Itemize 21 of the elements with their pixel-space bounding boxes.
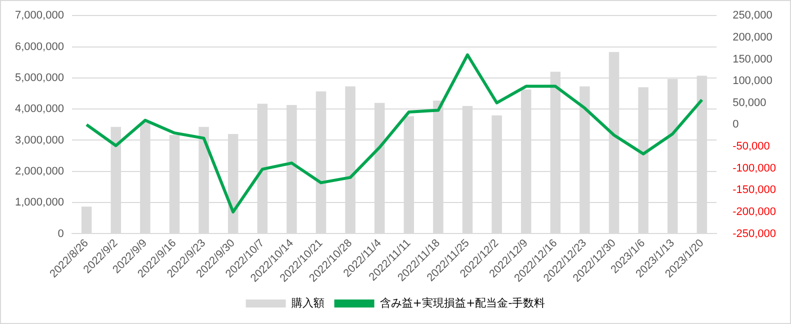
y2-tick-label: -250,000 <box>732 228 776 240</box>
y-tick-label: 3,000,000 <box>15 134 64 146</box>
y2-tick-label: 200,000 <box>732 31 772 44</box>
y-tick-label: 6,000,000 <box>15 40 64 53</box>
y-tick-label: 2,000,000 <box>15 165 64 178</box>
y2-tick-label: 150,000 <box>732 53 772 66</box>
y-tick-label: 5,000,000 <box>15 72 64 84</box>
y2-tick-label: 100,000 <box>732 75 772 88</box>
y2-tick-label: 250,000 <box>732 10 772 22</box>
y-tick-label: 1,000,000 <box>15 196 64 209</box>
y-tick-label: 0 <box>58 228 64 240</box>
y2-tick-label: -50,000 <box>732 140 770 153</box>
y2-tick-label: 0 <box>732 118 739 131</box>
y2-tick-label: -200,000 <box>732 206 776 218</box>
y-tick-label: 4,000,000 <box>15 103 64 116</box>
y2-tick-label: 50,000 <box>732 96 766 109</box>
legend-label: 購入額 <box>291 296 324 310</box>
legend-label: 含み益+実現損益+配当金-手数料 <box>380 296 546 310</box>
y2-tick-label: -100,000 <box>732 162 776 174</box>
y2-tick-label: -150,000 <box>732 184 776 196</box>
y-tick-label: 7,000,000 <box>15 10 64 22</box>
